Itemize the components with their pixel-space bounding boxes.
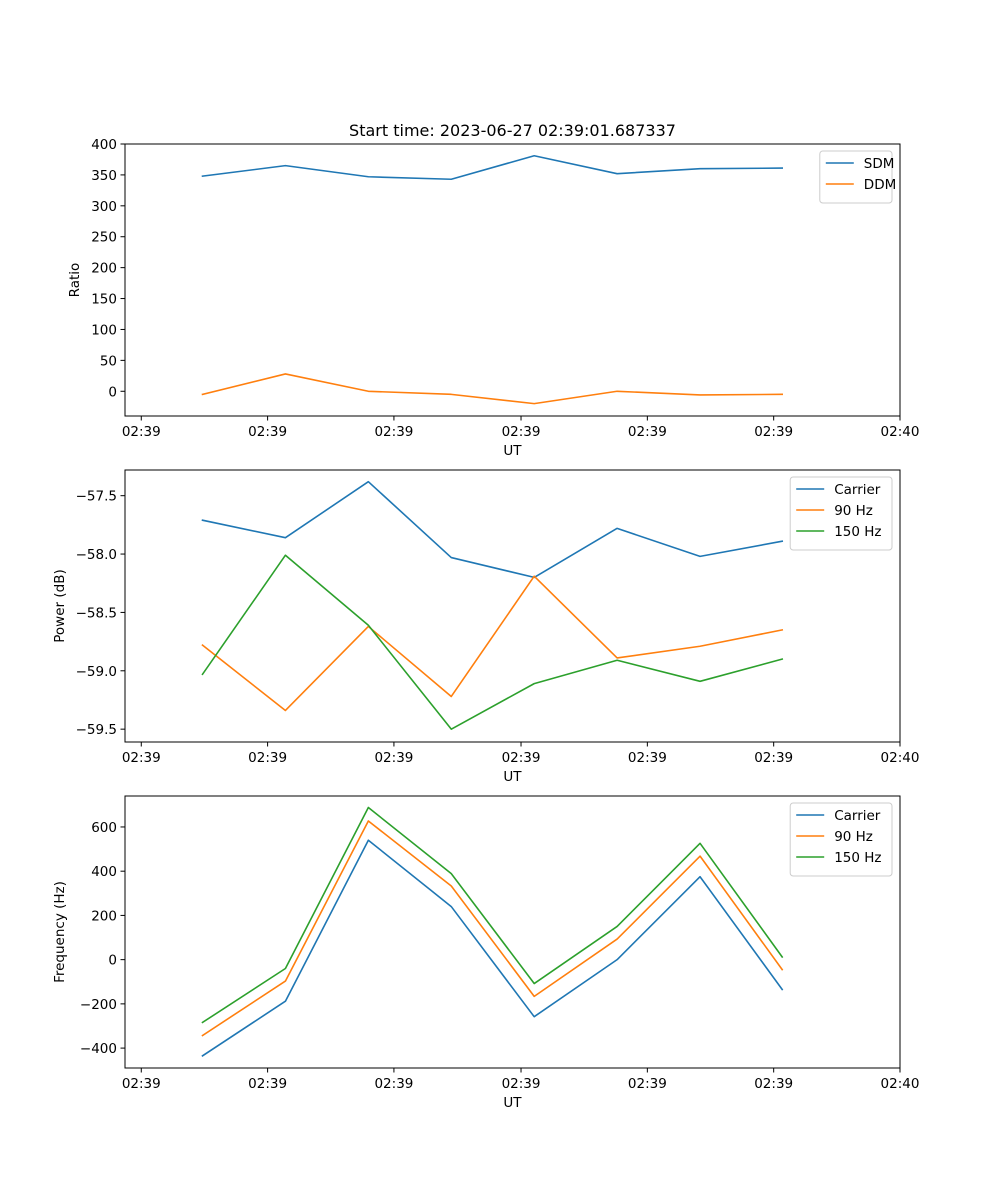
y-tick-label-middle: −58.5 (76, 605, 117, 621)
y-axis-label-middle: Power (dB) (52, 569, 68, 642)
x-tick-label-top: 02:39 (122, 424, 161, 440)
y-axis-label-bottom: Frequency (Hz) (52, 881, 68, 983)
y-tick-label-bottom: 0 (108, 953, 117, 969)
y-tick-label-bottom: 600 (91, 820, 117, 836)
series-line-bottom-90-hz (201, 820, 784, 1037)
x-tick-label-top: 02:39 (374, 424, 413, 440)
x-axis-label-middle: UT (503, 769, 522, 785)
x-tick-label-top: 02:40 (881, 424, 920, 440)
y-tick-label-middle: −59.5 (76, 722, 117, 738)
legend-label-bottom-carrier: Carrier (834, 808, 881, 824)
y-tick-label-middle: −57.5 (76, 489, 117, 505)
legend-label-top-ddm: DDM (864, 177, 896, 193)
series-line-top-sdm (201, 154, 784, 181)
subplot-bottom: 02:39 02:39 02:39 02:39 02:39 02:39 02:40 −400 −… (52, 795, 920, 1111)
series-group-middle (201, 480, 784, 730)
x-tick-label-middle: 02:39 (754, 750, 793, 766)
series-line-bottom-carrier (201, 839, 784, 1057)
x-tick-label-bottom: 02:39 (248, 1076, 287, 1092)
x-axis-label-bottom: UT (503, 1095, 522, 1111)
x-tick-label-middle: 02:39 (374, 750, 413, 766)
x-tick-label-bottom: 02:40 (881, 1076, 920, 1092)
y-tick-label-top: 250 (91, 230, 117, 246)
x-tick-label-middle: 02:39 (248, 750, 287, 766)
y-tick-label-top: 400 (91, 137, 117, 153)
x-tick-label-top: 02:39 (248, 424, 287, 440)
y-tick-label-middle: −58.0 (76, 547, 117, 563)
axes-frame-middle (124, 469, 901, 743)
y-tick-label-top: 150 (91, 292, 117, 308)
y-tick-label-bottom: 400 (91, 864, 117, 880)
legend-middle: Carrier 90 Hz 150 Hz (789, 476, 893, 551)
x-tick-label-top: 02:39 (754, 424, 793, 440)
y-tick-label-middle: −59.0 (76, 664, 117, 680)
subplots: 02:39 02:39 02:39 02:39 02:39 02:39 02:40 0 50 10… (52, 137, 919, 1111)
series-group-top (201, 154, 784, 405)
subplot-top: 02:39 02:39 02:39 02:39 02:39 02:39 02:40 0 50 10… (67, 137, 919, 459)
x-tick-label-middle: 02:39 (122, 750, 161, 766)
series-line-middle-150-hz (201, 554, 784, 730)
y-tick-label-top: 200 (91, 261, 117, 277)
series-line-middle-carrier (201, 480, 784, 579)
legend-top: SDM DDM (819, 150, 896, 204)
y-tick-label-bottom: −200 (80, 997, 117, 1013)
y-tick-label-top: 100 (91, 322, 117, 338)
legend-box-top (819, 150, 893, 204)
x-tick-label-top: 02:39 (628, 424, 667, 440)
x-axis-label-top: UT (503, 443, 522, 459)
x-tick-label-bottom: 02:39 (628, 1076, 667, 1092)
y-tick-label-bottom: 200 (91, 908, 117, 924)
series-line-middle-90-hz (201, 575, 784, 712)
y-tick-label-bottom: −400 (80, 1041, 117, 1057)
legend-label-middle-carrier: Carrier (834, 482, 881, 498)
legend-label-bottom-150-hz: 150 Hz (834, 850, 881, 866)
series-line-top-ddm (201, 373, 784, 405)
y-axis-label-top: Ratio (67, 263, 83, 298)
y-tick-label-top: 50 (100, 353, 117, 369)
y-tick-label-top: 0 (108, 384, 117, 400)
axes-frame-bottom (124, 795, 901, 1069)
legend-label-bottom-90-hz: 90 Hz (834, 829, 873, 845)
series-line-bottom-150-hz (201, 806, 784, 1024)
x-tick-label-bottom: 02:39 (122, 1076, 161, 1092)
x-tick-label-middle: 02:39 (628, 750, 667, 766)
x-tick-label-middle: 02:40 (881, 750, 920, 766)
legend-label-top-sdm: SDM (864, 156, 895, 172)
axes-frame-top (124, 143, 901, 417)
y-tick-label-top: 300 (91, 199, 117, 215)
x-tick-label-top: 02:39 (502, 424, 541, 440)
subplot-middle: 02:39 02:39 02:39 02:39 02:39 02:39 02:40 −59.5… (52, 469, 920, 785)
figure-title: Start time: 2023-06-27 02:39:01.687337 (349, 121, 676, 140)
x-tick-label-bottom: 02:39 (502, 1076, 541, 1092)
x-tick-label-bottom: 02:39 (754, 1076, 793, 1092)
legend-bottom: Carrier 90 Hz 150 Hz (789, 802, 893, 877)
legend-label-middle-90-hz: 90 Hz (834, 503, 873, 519)
x-tick-label-middle: 02:39 (502, 750, 541, 766)
x-tick-label-bottom: 02:39 (374, 1076, 413, 1092)
series-group-bottom (201, 806, 784, 1057)
y-tick-label-top: 350 (91, 168, 117, 184)
legend-label-middle-150-hz: 150 Hz (834, 524, 881, 540)
